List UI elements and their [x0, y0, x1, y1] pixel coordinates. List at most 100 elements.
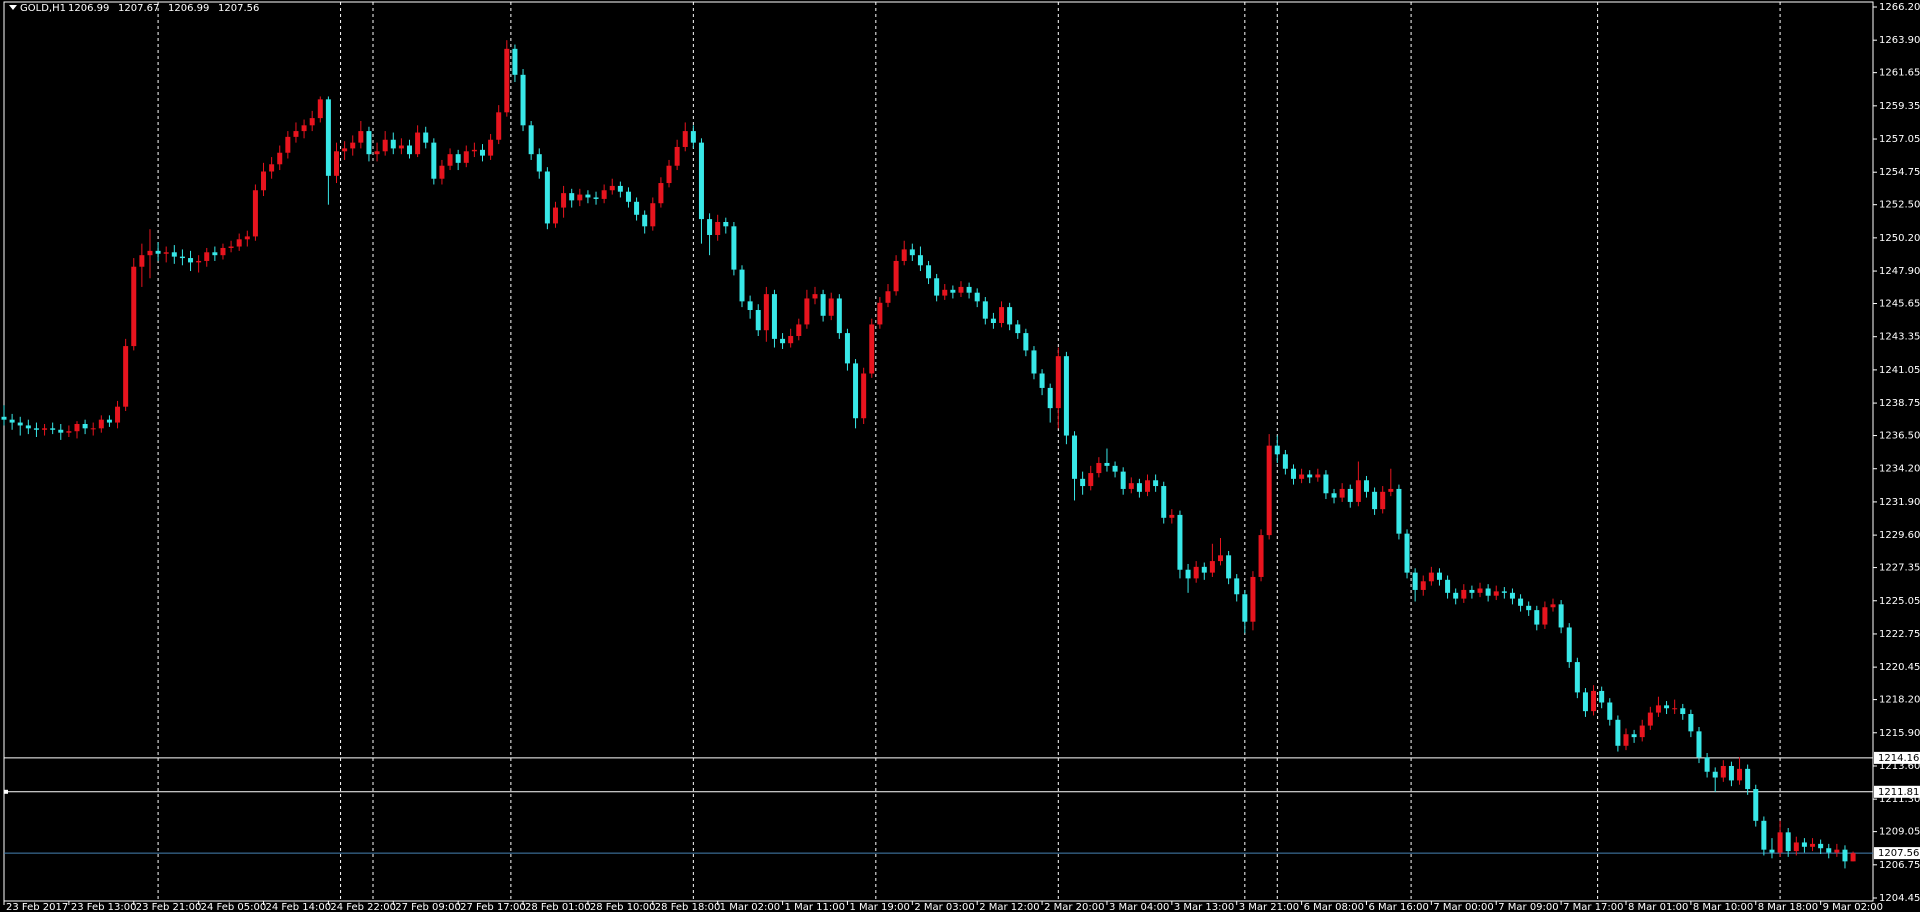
candle-body [1696, 731, 1702, 758]
candle-body [909, 249, 915, 256]
candle-body [236, 239, 242, 247]
x-tick-label: 6 Mar 08:00 [1304, 902, 1364, 912]
y-tick-label: 1234.20 [1879, 464, 1920, 475]
candle-body [204, 252, 210, 261]
y-tick-label: 1231.90 [1879, 497, 1920, 508]
candle-body [1680, 708, 1686, 715]
candle-body [926, 265, 932, 279]
candle-body [252, 190, 258, 237]
candle-body [1380, 491, 1386, 510]
candle-body [950, 289, 956, 293]
symbol: GOLD,H1 [20, 3, 66, 14]
y-tick-label: 1241.05 [1879, 365, 1920, 376]
candle-body [1558, 604, 1564, 628]
header-low: 1206.99 [168, 3, 209, 14]
candle-body [1526, 605, 1532, 611]
candle-body [74, 424, 80, 432]
candle-body [277, 152, 283, 165]
candle-body [1136, 483, 1142, 492]
candle-body [1161, 486, 1167, 518]
candle-body [1047, 387, 1053, 409]
candle-body [25, 425, 31, 429]
x-tick-label: 8 Mar 18:00 [1758, 902, 1818, 912]
candle-body [731, 226, 737, 270]
x-tick-label: 24 Feb 05:00 [201, 902, 267, 912]
x-tick-label: 28 Feb 01:00 [525, 902, 591, 912]
candle-body [1818, 843, 1824, 849]
candle-body [861, 373, 867, 419]
candle-body [1777, 832, 1783, 853]
candle-body [131, 266, 137, 347]
candle-body [650, 203, 656, 227]
candle-body [261, 171, 267, 191]
candle-body [1112, 465, 1118, 472]
candle-body [634, 201, 640, 215]
candle-body [617, 185, 623, 192]
candle-body [1599, 690, 1605, 703]
x-tick-label: 1 Mar 11:00 [785, 902, 845, 912]
candle-body [901, 249, 907, 261]
candle-body [1509, 592, 1515, 599]
y-tick-label: 1250.20 [1879, 233, 1920, 244]
candle-body [666, 165, 672, 184]
candle-body [106, 419, 112, 423]
candle-body [609, 185, 615, 191]
candle-body [1023, 333, 1029, 351]
candle-body [828, 298, 834, 316]
candle-body [1169, 514, 1175, 518]
candle-body [1347, 488, 1353, 502]
candle-body [479, 149, 485, 156]
candle-body [439, 165, 445, 179]
x-tick-label: 3 Mar 21:00 [1239, 902, 1299, 912]
candle-body [1372, 491, 1378, 510]
x-tick-label: 24 Feb 14:00 [266, 902, 332, 912]
candle-body [415, 132, 421, 155]
candle-body [1631, 734, 1637, 738]
candle-body [1566, 627, 1572, 663]
candle-body [690, 131, 696, 143]
x-tick-label: 23 Feb 13:00 [71, 902, 137, 912]
y-tick-label: 1245.65 [1879, 299, 1920, 310]
x-tick-label: 23 Feb 21:00 [136, 902, 202, 912]
candle-body [1266, 445, 1272, 536]
candle-body [1753, 789, 1759, 821]
candle-body [269, 164, 275, 172]
x-tick-label: 3 Mar 04:00 [1109, 902, 1169, 912]
y-tick-label: 1252.50 [1879, 200, 1920, 211]
candle-body [1145, 480, 1151, 492]
x-tick-label: 27 Feb 09:00 [395, 902, 461, 912]
horizontal-level-label: 1211.81 [1878, 787, 1919, 798]
candle-body [1672, 708, 1678, 710]
candle-body [1080, 478, 1086, 487]
candle-body [877, 302, 883, 325]
candle-body [1477, 588, 1483, 593]
candle-body [544, 171, 550, 224]
candle-body [707, 219, 713, 235]
candle-body [1331, 493, 1337, 498]
candle-body [350, 142, 356, 149]
y-tick-label: 1218.20 [1879, 695, 1920, 706]
x-tick-label: 3 Mar 13:00 [1174, 902, 1234, 912]
candle-body [115, 406, 121, 423]
candle-body [1234, 578, 1240, 595]
candle-body [463, 151, 469, 163]
candle-body [50, 428, 56, 430]
candle-body [836, 298, 842, 334]
menu-arrow[interactable] [9, 5, 17, 10]
candle-body [552, 207, 558, 224]
bid-line-label-box [1874, 847, 1920, 860]
candle-body [1388, 488, 1394, 492]
candle-body [934, 278, 940, 296]
candle-body [1015, 324, 1021, 334]
candle-body [1591, 690, 1597, 712]
candle-body [755, 310, 761, 331]
candle-body [1834, 849, 1840, 853]
candle-body [244, 236, 250, 240]
candle-body [155, 250, 161, 254]
candle-body [512, 48, 518, 75]
y-tick-label: 1209.05 [1879, 827, 1920, 838]
candle-body [982, 301, 988, 319]
candle-body [1737, 768, 1743, 781]
candle-body [147, 250, 153, 256]
